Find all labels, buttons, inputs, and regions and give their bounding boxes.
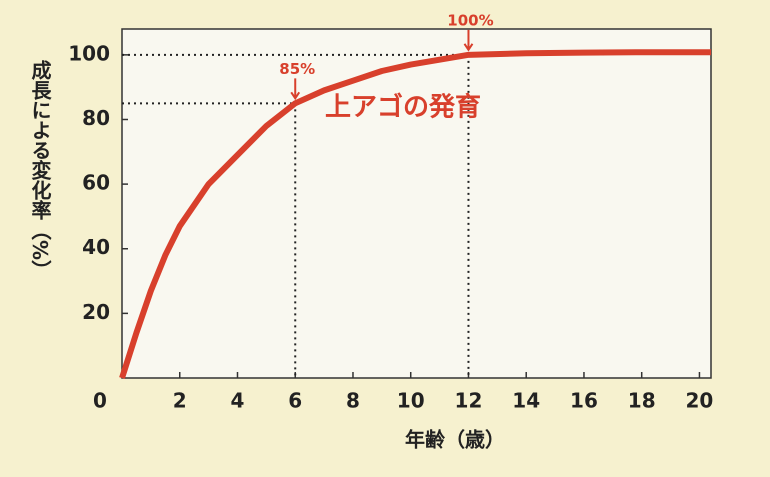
series-label: 上アゴの発育 [325,92,481,123]
x-tick-label: 12 [455,389,483,413]
x-tick-label: 18 [628,389,656,413]
annotation-arrow [463,29,474,52]
x-tick-label: 10 [397,389,425,413]
x-tick-label: 4 [231,389,245,413]
x-tick-label: 6 [288,389,302,413]
x-tick-label: 14 [512,389,540,413]
x-tick-label: 0 [93,389,107,413]
annotation-arrow [290,78,301,101]
x-axis-label: 年齢（歳） [405,428,505,452]
x-tick-label: 20 [686,389,714,413]
annotation-label: 85% [279,60,315,78]
line [119,49,711,379]
y-tick-label: 100 [68,41,110,65]
y-tick-label: 20 [82,300,110,324]
y-axis-label: 成長による変化率（%） [28,59,52,280]
x-tick-label: 2 [173,389,187,413]
y-tick-label: 80 [82,106,110,130]
y-tick-label: 60 [82,171,110,195]
plot-area [121,28,712,379]
x-tick-label: 16 [570,389,598,413]
y-tick-label: 40 [82,235,110,259]
annotation-label: 100% [447,11,493,29]
x-tick-label: 8 [346,389,360,413]
